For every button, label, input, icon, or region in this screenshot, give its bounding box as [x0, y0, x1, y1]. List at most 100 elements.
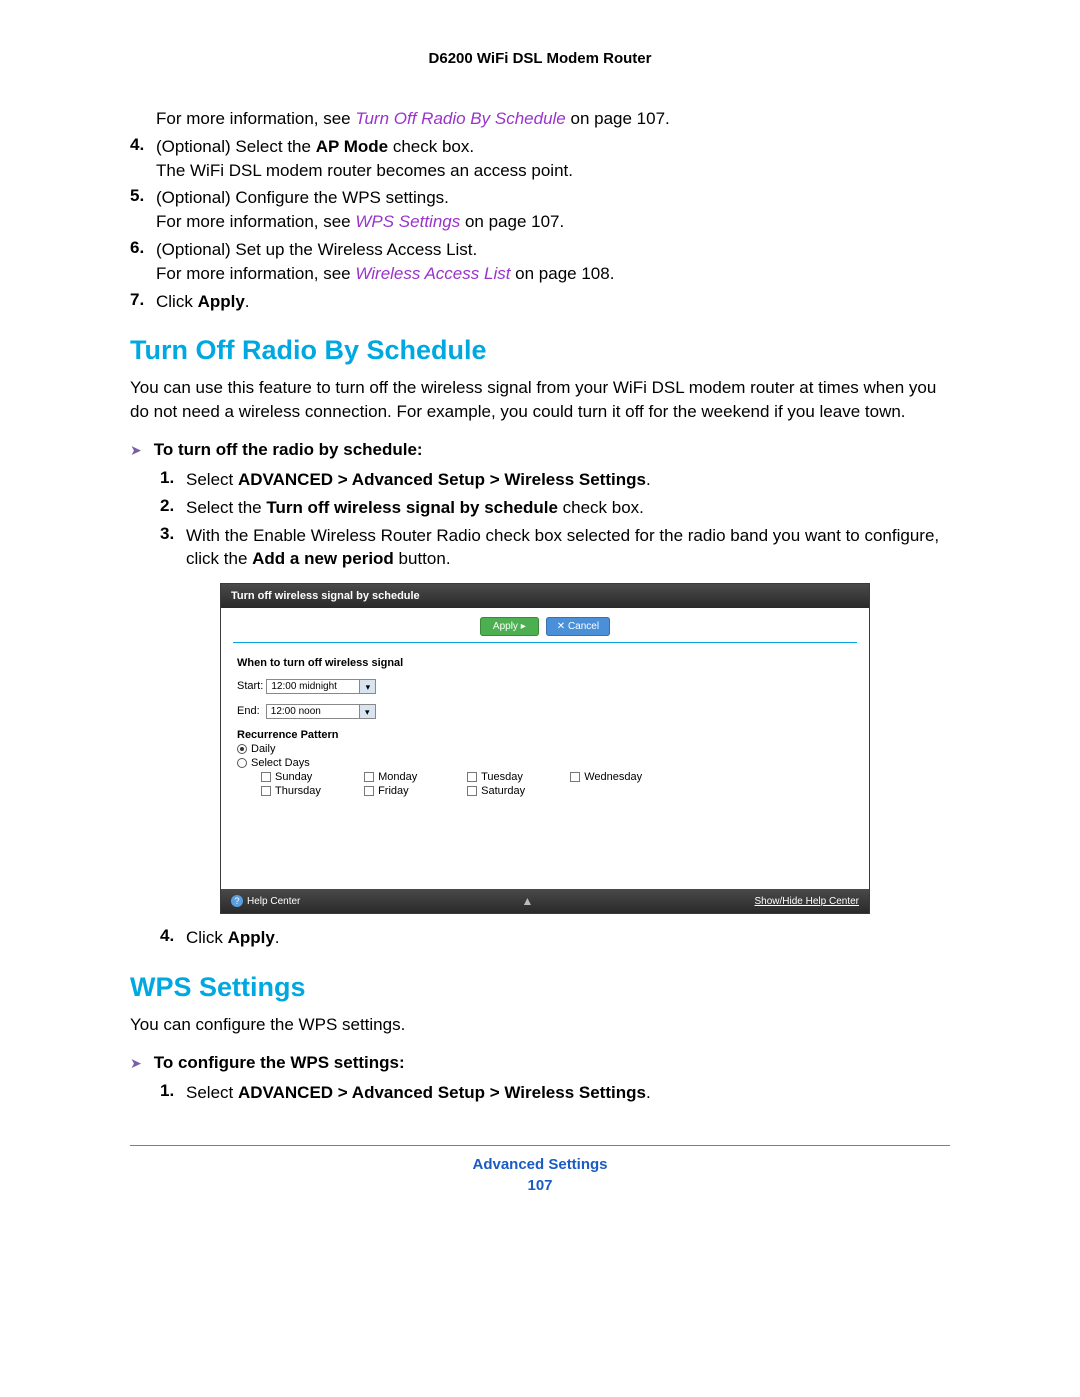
chevron-icon: ➤	[130, 1055, 142, 1072]
proc-step-4: 4. Click Apply.	[160, 926, 950, 950]
radio-label: Daily	[251, 743, 275, 755]
step-number: 3.	[160, 524, 186, 572]
checkbox-icon[interactable]	[467, 786, 477, 796]
checkbox-icon[interactable]	[364, 772, 374, 782]
page-number: 107	[130, 1177, 950, 1194]
step-5: 5. (Optional) Configure the WPS settings…	[130, 186, 950, 234]
text: .	[646, 1083, 651, 1102]
step-number: 5.	[130, 186, 156, 234]
heading-wps-settings: WPS Settings	[130, 972, 950, 1003]
end-row: End: 12:00 noon ▾	[237, 704, 853, 719]
radio-daily[interactable]: Daily	[237, 743, 853, 755]
step-number: 7.	[130, 290, 156, 314]
show-hide-link[interactable]: Show/Hide Help Center	[755, 896, 860, 907]
end-value: 12:00 noon	[271, 706, 321, 717]
dropdown-icon[interactable]: ▾	[359, 680, 375, 693]
end-select[interactable]: 12:00 noon ▾	[266, 704, 376, 719]
cancel-button[interactable]: ✕ Cancel	[546, 617, 610, 636]
expand-icon[interactable]: ▲	[521, 894, 533, 908]
day-sunday[interactable]: Sunday	[261, 771, 361, 783]
bold-text: Add a new period	[252, 549, 394, 568]
radio-select-days[interactable]: Select Days	[237, 757, 853, 769]
when-label: When to turn off wireless signal	[237, 657, 853, 669]
day-tuesday[interactable]: Tuesday	[467, 771, 567, 783]
apply-button[interactable]: Apply ▸	[480, 617, 539, 636]
link-wps-settings[interactable]: WPS Settings	[355, 212, 460, 231]
text: .	[275, 928, 280, 947]
procedure-title: To configure the WPS settings:	[154, 1053, 405, 1073]
step-body: (Optional) Select the AP Mode check box.…	[156, 135, 950, 183]
day-friday[interactable]: Friday	[364, 785, 464, 797]
recurrence-label: Recurrence Pattern	[237, 729, 853, 741]
day-saturday[interactable]: Saturday	[467, 785, 567, 797]
ui-body: When to turn off wireless signal Start: …	[221, 643, 869, 889]
text: For more information, see	[156, 212, 355, 231]
wps-steps: 1. Select ADVANCED > Advanced Setup > Wi…	[160, 1081, 950, 1105]
step-body: Select the Turn off wireless signal by s…	[186, 496, 950, 520]
step-body: (Optional) Configure the WPS settings. F…	[156, 186, 950, 234]
day-label: Monday	[378, 771, 417, 783]
link-turn-off-radio[interactable]: Turn Off Radio By Schedule	[355, 109, 565, 128]
step-body: Select ADVANCED > Advanced Setup > Wirel…	[186, 1081, 950, 1105]
bold-text: AP Mode	[316, 137, 388, 156]
radio-icon[interactable]	[237, 744, 247, 754]
start-value: 12:00 midnight	[271, 681, 337, 692]
start-label: Start:	[237, 680, 263, 692]
text: Select the	[186, 498, 266, 517]
help-icon: ?	[231, 895, 243, 907]
text: button.	[394, 549, 451, 568]
text: on page 108.	[510, 264, 614, 283]
proc-step-2: 2. Select the Turn off wireless signal b…	[160, 496, 950, 520]
day-label: Tuesday	[481, 771, 523, 783]
help-label: Help Center	[247, 896, 300, 907]
checkbox-icon[interactable]	[570, 772, 580, 782]
radio-icon[interactable]	[237, 758, 247, 768]
text: (Optional) Configure the WPS settings.	[156, 188, 449, 207]
step-number: 4.	[160, 926, 186, 950]
text: Click	[156, 292, 198, 311]
wps-step-1: 1. Select ADVANCED > Advanced Setup > Wi…	[160, 1081, 950, 1105]
day-label: Sunday	[275, 771, 312, 783]
proc-step-1: 1. Select ADVANCED > Advanced Setup > Wi…	[160, 468, 950, 492]
text: .	[646, 470, 651, 489]
checkbox-icon[interactable]	[261, 772, 271, 782]
text: check box.	[388, 137, 474, 156]
ui-button-bar: Apply ▸ ✕ Cancel	[233, 608, 857, 643]
step-number: 2.	[160, 496, 186, 520]
checkbox-icon[interactable]	[364, 786, 374, 796]
bold-text: Turn off wireless signal by schedule	[266, 498, 558, 517]
chevron-icon: ➤	[130, 442, 142, 459]
section1-paragraph: You can use this feature to turn off the…	[130, 376, 950, 424]
doc-header: D6200 WiFi DSL Modem Router	[130, 50, 950, 67]
checkbox-icon[interactable]	[261, 786, 271, 796]
day-monday[interactable]: Monday	[364, 771, 464, 783]
text: (Optional) Set up the Wireless Access Li…	[156, 240, 477, 259]
dropdown-icon[interactable]: ▾	[359, 705, 375, 718]
help-center-link[interactable]: ? Help Center	[231, 895, 300, 907]
step-number: 1.	[160, 468, 186, 492]
checkbox-icon[interactable]	[467, 772, 477, 782]
step-number: 1.	[160, 1081, 186, 1105]
footer-rule	[130, 1145, 950, 1146]
link-wireless-access-list[interactable]: Wireless Access List	[355, 264, 510, 283]
step-body: (Optional) Set up the Wireless Access Li…	[156, 238, 950, 286]
day-thursday[interactable]: Thursday	[261, 785, 361, 797]
step-body: With the Enable Wireless Router Radio ch…	[186, 524, 950, 572]
day-wednesday[interactable]: Wednesday	[570, 771, 670, 783]
manual-page: D6200 WiFi DSL Modem Router For more inf…	[0, 0, 1080, 1234]
text: Select	[186, 470, 238, 489]
text: check box.	[558, 498, 644, 517]
day-label: Wednesday	[584, 771, 642, 783]
proc-step-3: 3. With the Enable Wireless Router Radio…	[160, 524, 950, 572]
step-number: 4.	[130, 135, 156, 183]
start-select[interactable]: 12:00 midnight ▾	[266, 679, 376, 694]
section2-paragraph: You can configure the WPS settings.	[130, 1013, 950, 1037]
bold-text: Apply	[198, 292, 245, 311]
ui-titlebar: Turn off wireless signal by schedule	[221, 584, 869, 608]
heading-turn-off-radio: Turn Off Radio By Schedule	[130, 335, 950, 366]
end-label: End:	[237, 705, 260, 717]
text: For more information, see	[156, 109, 355, 128]
text: (Optional) Select the	[156, 137, 316, 156]
footer-section: Advanced Settings	[130, 1156, 950, 1173]
days-grid: Sunday Monday Tuesday Wednesday Thursday…	[261, 771, 853, 797]
